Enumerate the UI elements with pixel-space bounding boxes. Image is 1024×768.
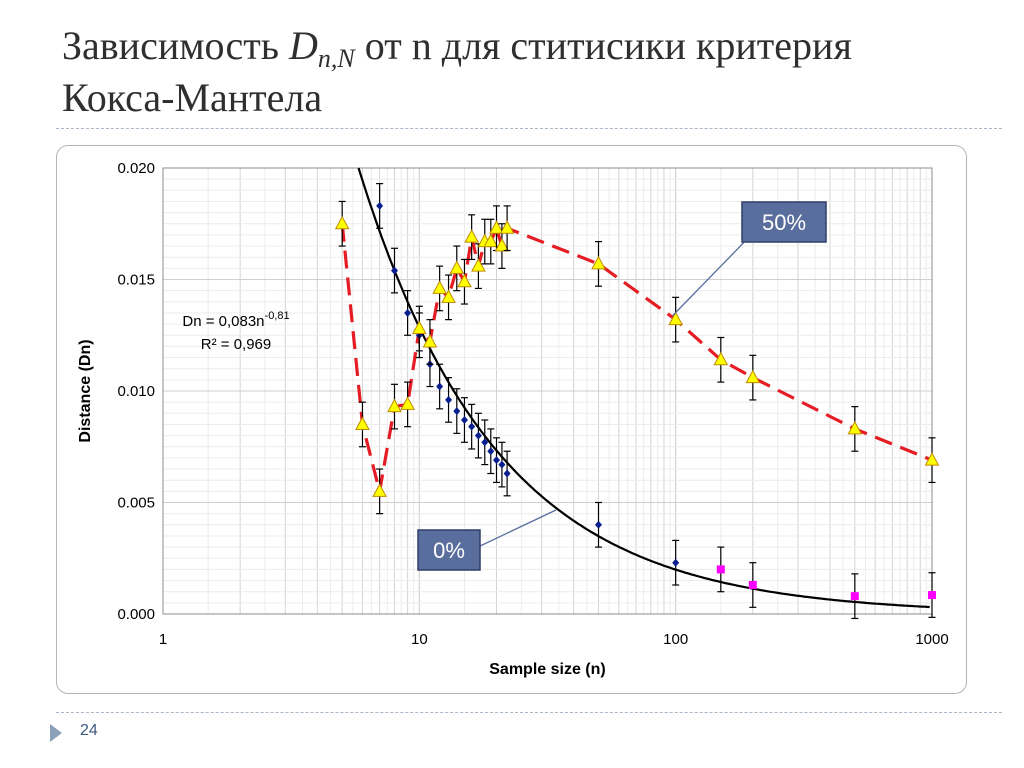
series-0-point (595, 520, 603, 529)
series-0-point (404, 308, 412, 317)
series-50-point (464, 229, 479, 243)
page-arrow-icon (50, 724, 62, 742)
series-0-point (474, 431, 482, 440)
series-50-point (483, 233, 499, 248)
series-0-point (503, 469, 511, 478)
callouts: 50% 0% (417, 201, 827, 571)
series-0-extra-point (928, 591, 936, 600)
series-50-point (441, 289, 456, 303)
series-0-extra-point (748, 581, 757, 590)
equation-line2: R² = 0,969 (201, 336, 271, 353)
series-0-point (498, 460, 506, 469)
callout-50-box (741, 201, 827, 243)
x-tick-label: 1 (159, 631, 167, 648)
x-tick-label: 100 (663, 631, 688, 648)
x-tick-label: 10 (411, 631, 428, 648)
series-50-point (489, 220, 504, 234)
title-subscript: n,N (317, 44, 355, 73)
series-50-point (471, 258, 486, 272)
series-0-point (468, 422, 476, 431)
callout-0-box (417, 529, 481, 571)
y-tick-label: 0.005 (117, 495, 155, 512)
y-tick-label: 0.000 (117, 606, 155, 623)
series-50-point (334, 215, 350, 230)
series-50-point (668, 311, 684, 326)
equation-exponent: -0,81 (265, 310, 290, 322)
x-axis-title: Sample size (n) (489, 661, 605, 678)
y-tick-label: 0.015 (117, 272, 155, 289)
equation-base: Dn = 0,083n (182, 313, 264, 330)
x-tick-label: 1000 (915, 631, 948, 648)
title-symbol: D (289, 23, 318, 68)
series-50-point (422, 333, 438, 348)
series-50-point (924, 452, 940, 466)
x-tick-labels: 1 10 100 1000 (159, 631, 949, 648)
series-50-point (494, 238, 510, 252)
callout-0-label: 0% (433, 538, 465, 563)
fit-curve-line (357, 167, 930, 609)
slide-title: Зависимость Dn,N от n для ститисики крит… (62, 20, 1002, 124)
series-50-point (355, 416, 370, 430)
series-0-point (376, 201, 384, 210)
series-0-extra-point (850, 592, 859, 601)
series-50-point (432, 280, 447, 294)
series-0-point (481, 438, 489, 447)
series-50-point (411, 320, 427, 335)
title-divider (56, 128, 1002, 129)
series-50-point (745, 369, 761, 384)
series-50-point (400, 396, 415, 410)
series-50-point (499, 220, 515, 234)
series-50-point (713, 351, 729, 366)
plot-area (162, 167, 933, 615)
callout-0-leader (477, 509, 557, 548)
series-0-point (672, 558, 680, 567)
series-50-point (449, 260, 465, 274)
series-50-point (387, 398, 402, 413)
series-0-point (390, 266, 398, 275)
y-axis-title: Distance (Dn) (77, 339, 94, 442)
series-0-extra-point (716, 565, 725, 574)
series-50-point (847, 420, 863, 435)
series-50-point (372, 483, 387, 497)
equation-line1: Dn = 0,083n-0,81 (182, 310, 289, 330)
y-tick-label: 0.020 (117, 160, 155, 177)
y-tick-labels: 0.000 0.005 0.010 0.015 0.020 (117, 160, 155, 623)
title-rest: от n для ститисики критерия (354, 23, 852, 68)
callout-50-leader (672, 229, 757, 317)
page-number: 24 (80, 722, 98, 739)
fit-curve (357, 167, 930, 609)
series-0-point (487, 447, 495, 456)
series-50 (334, 200, 940, 515)
title-prefix: Зависимость (62, 23, 290, 68)
series-50-point (591, 255, 606, 270)
footer-divider (56, 712, 1002, 713)
series-0-point (460, 415, 468, 424)
series-0-point (436, 382, 444, 391)
title-line2: Кокса-Мантела (62, 75, 323, 120)
series-0-point (492, 456, 500, 465)
series-0-point (453, 407, 461, 416)
callout-50-label: 50% (762, 210, 806, 235)
y-tick-label: 0.010 (117, 383, 155, 400)
series-50-point (457, 273, 472, 288)
series-0-point (445, 395, 453, 404)
